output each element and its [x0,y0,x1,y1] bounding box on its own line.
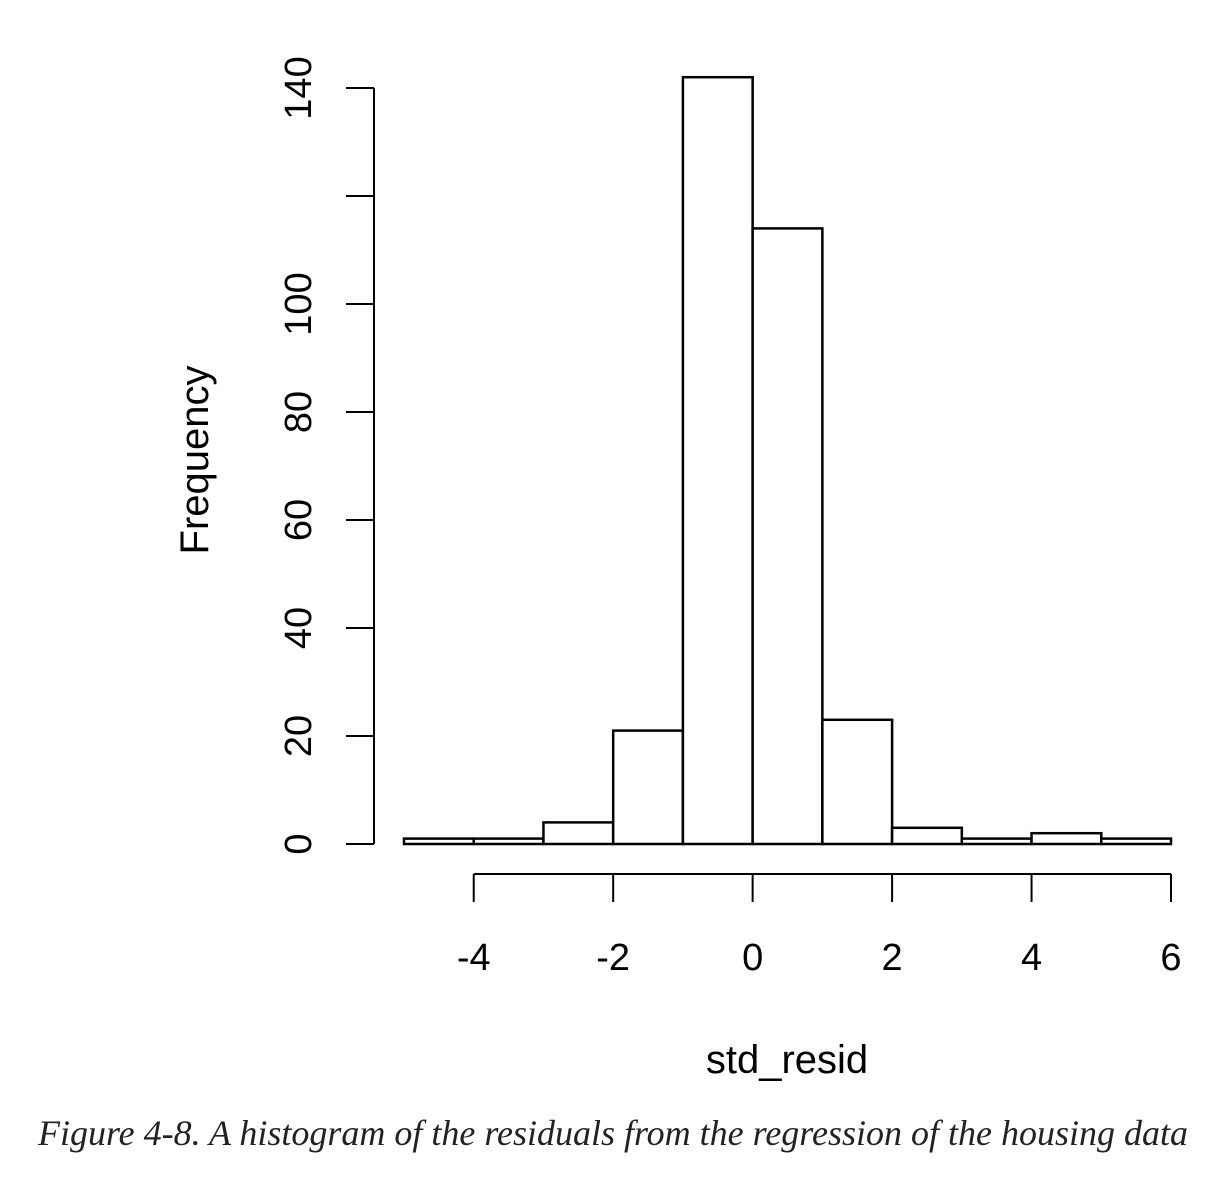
histogram-bar-7 [890,826,964,846]
histogram-bar-0 [402,837,475,846]
histogram-bars [402,75,1173,846]
x-tick-label: -2 [596,937,630,979]
y-axis: 0 20 40 60 80 100 140 [278,56,375,855]
histogram-bar-5 [751,227,824,846]
histogram-bar-1 [472,837,545,846]
histogram-bar-6 [821,718,894,846]
x-tick-label: 6 [1160,937,1181,979]
histogram-bar-4 [681,75,754,846]
histogram-bar-2 [542,821,615,846]
histogram-bar-10 [1100,837,1173,846]
histogram-bar-3 [611,729,685,846]
figure-caption: Figure 4-8. A histogram of the residuals… [38,1113,1188,1153]
y-tick-label: 140 [278,56,320,119]
y-tick-label: 60 [278,499,320,541]
x-tick-label: -4 [457,937,491,979]
histogram-bar-9 [1030,831,1103,846]
histogram-chart: 0 20 40 60 80 100 140 -4 -2 0 2 4 6 Frequency std_r… [173,56,1182,1082]
y-tick-label: 80 [278,391,320,433]
x-tick-label: 4 [1021,937,1042,979]
y-axis-title: Frequency [173,366,217,555]
y-tick-label: 40 [278,607,320,649]
histogram-bar-8 [960,837,1033,846]
x-axis: -4 -2 0 2 4 6 [457,873,1182,979]
x-axis-title: std_resid [706,1038,868,1082]
x-tick-label: 2 [882,937,903,979]
y-tick-label: 0 [278,833,320,854]
x-tick-label: 0 [742,937,763,979]
y-tick-label: 20 [278,715,320,757]
y-tick-label: 100 [278,272,320,335]
